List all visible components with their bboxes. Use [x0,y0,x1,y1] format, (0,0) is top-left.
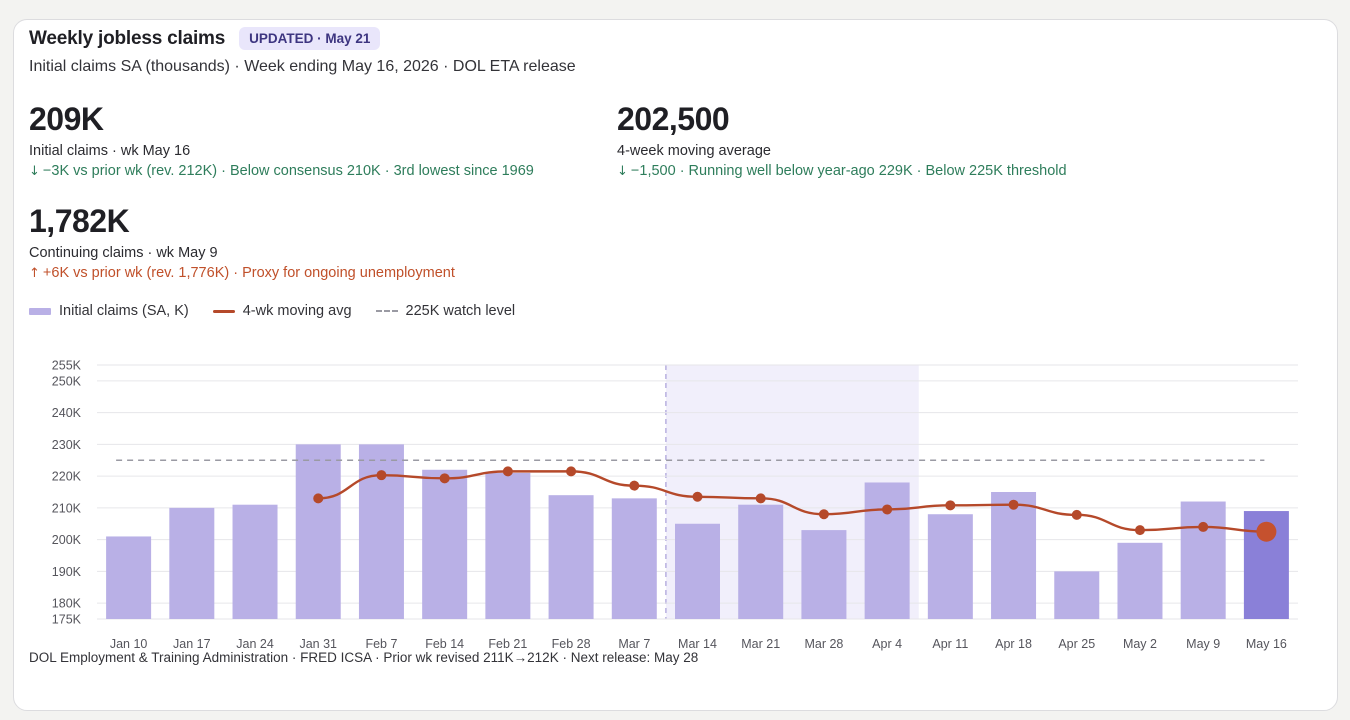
x-tick-label: May 9 [1186,637,1220,651]
moving-average-point [502,466,513,477]
moving-average-point [882,504,893,515]
x-tick-label: Feb 14 [425,637,464,651]
x-tick-label: Jan 24 [236,637,274,651]
legend-item-watch-level[interactable]: 225K watch level [375,303,516,319]
kpi-initial-label: Initial claims · wk May 16 [29,143,191,159]
moving-average-point [1008,499,1019,510]
x-tick-label: Jan 10 [110,637,148,651]
x-tick-label: Mar 7 [618,637,650,651]
chart-footer: DOL Employment & Training Administration… [29,650,699,665]
y-tick-label: 230K [52,438,82,452]
x-tick-label: Jan 31 [299,637,337,651]
y-tick-label: 255K [52,359,82,373]
kpi-initial-value: 209K [29,101,104,137]
bar [232,504,278,619]
y-tick-label: 190K [52,565,82,579]
y-tick-label: 175K [52,613,82,627]
moving-average-point [566,466,577,477]
moving-average-point [1134,525,1145,536]
y-tick-label: 240K [52,406,82,420]
chart-title: Weekly jobless claims [29,27,226,49]
bar [611,498,657,619]
x-tick-label: May 16 [1246,637,1287,651]
card-header: Weekly jobless claims UPDATED · May 21 [29,27,381,50]
moving-average-point [945,500,956,511]
kpi-moving-avg-value: 202,500 [617,101,730,137]
x-tick-label: Apr 25 [1058,637,1095,651]
kpi-continuing-value: 1,782K [29,203,130,239]
kpi-initial-delta-text: −3K vs prior wk (rev. 212K) · Below cons… [42,163,534,179]
x-tick-label: Mar 21 [741,637,780,651]
kpi-continuing-delta: ↑ +6K vs prior wk (rev. 1,776K) · Proxy f… [29,265,455,281]
x-tick-label: Apr 11 [932,637,968,651]
legend-item-initial-claims[interactable]: Initial claims (SA, K) [29,303,189,319]
bar [1117,542,1163,619]
moving-average-point [1256,521,1277,542]
kpi-moving-avg-delta-text: −1,500 · Running well below year-ago 229… [630,163,1067,179]
moving-average-point [1198,521,1209,532]
moving-average-point [313,493,324,504]
x-tick-label: Apr 4 [872,637,902,651]
x-tick-label: Feb 28 [552,637,591,651]
moving-average-point [629,480,640,491]
kpi-continuing-claims: 1,782K Continuing claims · wk May 9 ↑ +6K… [29,203,455,281]
legend-swatch-bar [29,307,51,315]
moving-average-point [376,470,387,481]
legend-swatch-dashed [375,310,398,312]
moving-average-point [755,493,766,504]
legend-label-watch: 225K watch level [405,303,516,319]
arrow-up-icon: ↑ [29,266,40,281]
bar [801,530,847,619]
x-tick-label: May 2 [1123,637,1157,651]
kpi-initial-claims: 209K Initial claims · wk May 16 ↓ −3K vs … [29,101,534,179]
y-tick-label: 220K [52,470,82,484]
bar [864,482,910,619]
x-tick-label: Feb 21 [488,637,527,651]
kpi-continuing-label: Continuing claims · wk May 9 [29,245,218,261]
bar [991,492,1037,619]
y-tick-label: 180K [52,597,82,611]
chart-legend: Initial claims (SA, K) 4-wk moving avg 2… [29,303,515,319]
bar [295,444,341,619]
legend-item-moving-avg[interactable]: 4-wk moving avg [212,303,352,319]
chart-subtitle: Initial claims SA (thousands) · Week end… [29,58,576,75]
x-tick-label: Feb 7 [365,637,397,651]
x-tick-label: Mar 28 [804,637,843,651]
legend-label-bars: Initial claims (SA, K) [59,303,189,319]
legend-swatch-line [212,309,235,313]
bar [485,472,531,619]
y-tick-label: 210K [52,501,82,515]
bar [1054,571,1100,619]
bar [1180,501,1226,619]
kpi-moving-avg-label: 4-week moving average [617,143,771,159]
y-tick-label: 250K [52,374,82,388]
kpi-moving-avg-delta: ↓ −1,500 · Running well below year-ago 22… [617,163,1067,179]
kpi-initial-delta: ↓ −3K vs prior wk (rev. 212K) · Below con… [29,163,534,179]
moving-average-point [1071,509,1082,520]
arrow-down-icon: ↓ [617,164,628,179]
bar [548,495,594,619]
x-tick-label: Apr 18 [995,637,1032,651]
kpi-continuing-delta-text: +6K vs prior wk (rev. 1,776K) · Proxy fo… [42,265,455,281]
moving-average-point [818,509,829,520]
bar [169,507,215,619]
bar [738,504,784,619]
kpi-moving-average: 202,500 4-week moving average ↓ −1,500 · … [617,101,1067,179]
moving-average-point [439,473,450,484]
bar [675,523,720,619]
arrow-down-icon: ↓ [29,164,40,179]
x-tick-label: Jan 17 [173,637,211,651]
bar [106,536,152,619]
x-tick-label: Mar 14 [678,637,717,651]
legend-label-line: 4-wk moving avg [242,303,352,319]
bar [927,514,973,619]
moving-average-point [692,491,703,502]
updated-badge: UPDATED · May 21 [239,27,381,50]
bar [422,469,468,619]
y-tick-label: 200K [52,533,82,547]
moving-average-line [318,470,1267,533]
